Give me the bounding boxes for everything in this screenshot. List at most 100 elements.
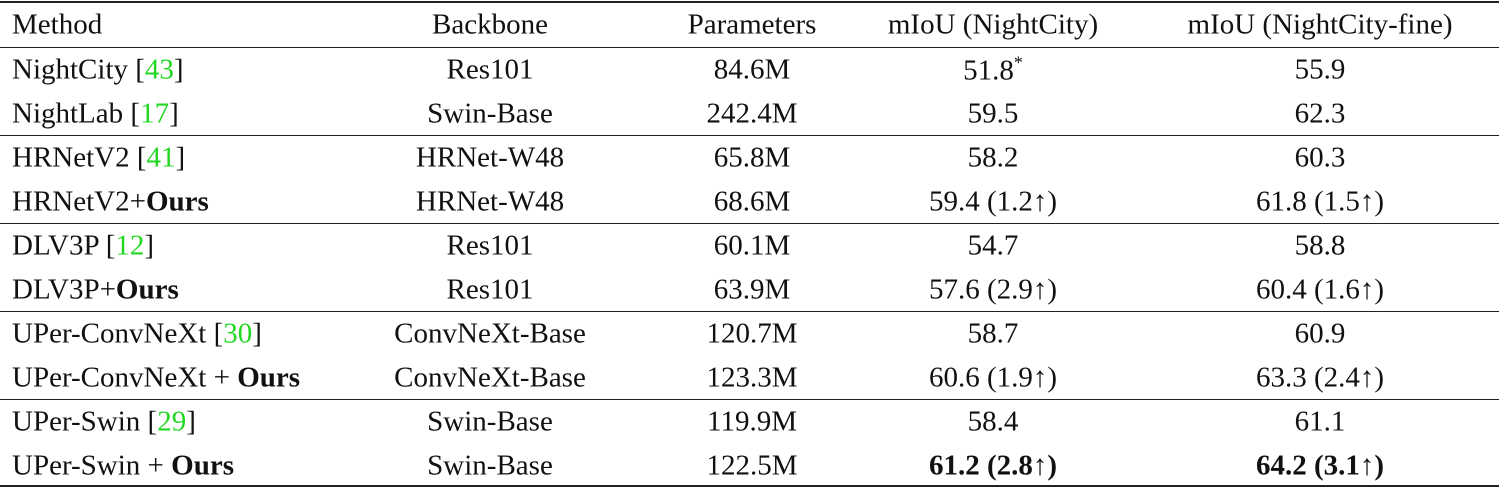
miou-nightcity-fine-cell: 60.3 [1295, 142, 1346, 175]
top-rule [0, 1, 1499, 3]
method-name: DLV3P+ [12, 273, 116, 306]
miou-nightcity-fine-value: 61.8 (1.5↑) [1255, 185, 1385, 218]
header-miou-nightcity-fine: mIoU (NightCity-fine) [1187, 8, 1453, 41]
method-name: NightCity [ [12, 53, 145, 86]
parameters-cell: 68.6M [713, 185, 791, 218]
method-cell: NightLab [17] [12, 98, 179, 131]
ours-label: Ours [171, 449, 235, 482]
miou-nightcity-value: 57.6 (2.9↑) [928, 273, 1058, 306]
method-name: NightLab [ [12, 97, 141, 130]
miou-nightcity-cell: 58.7 [968, 318, 1019, 351]
method-bracket: ] [173, 53, 184, 86]
table-row: UPer-ConvNeXt [30] ConvNeXt-Base 120.7M 58.… [0, 312, 1499, 356]
group-rule [0, 399, 1499, 400]
miou-nightcity-fine-cell: 62.3 [1295, 98, 1346, 131]
backbone-cell: Res101 [446, 53, 534, 86]
ours-label: Ours [145, 185, 209, 218]
group-rule [0, 135, 1499, 136]
method-cell: HRNetV2 [41] [12, 142, 185, 175]
miou-nightcity-cell: 54.7 [968, 230, 1019, 263]
method-name: UPer-ConvNeXt [ [12, 317, 224, 350]
miou-nightcity-cell: 58.2 [968, 142, 1019, 175]
parameters-cell: 60.1M [713, 229, 791, 262]
method-bracket: ] [169, 97, 179, 130]
parameters-cell: 84.6M [713, 53, 791, 86]
miou-nightcity-fine-value: 60.4 (1.6↑) [1255, 273, 1385, 306]
miou-nightcity-fine-value: 63.3 (2.4↑) [1255, 361, 1385, 394]
miou-nightcity-cell: 57.6 (2.9↑) [929, 274, 1057, 307]
table-row: HRNetV2+Ours HRNet-W48 68.6M 59.4 (1.2↑) 61.… [0, 180, 1499, 224]
miou-nightcity-fine-value: 62.3 [1294, 97, 1346, 130]
method-bracket: ] [144, 229, 155, 262]
parameters-cell: 63.9M [713, 273, 791, 306]
miou-nightcity-fine-cell: 60.9 [1295, 318, 1346, 351]
miou-nightcity-value: 59.5 [967, 97, 1019, 130]
miou-nightcity-fine-value: 60.3 [1294, 141, 1346, 174]
table-row: NightLab [17] Swin-Base 242.4M 59.5 62.3 [0, 92, 1499, 136]
miou-nightcity-fine-cell: 60.4 (1.6↑) [1256, 274, 1384, 307]
miou-nightcity-value: 58.4 [967, 405, 1019, 438]
backbone-cell: Swin-Base [427, 97, 553, 130]
header-parameters: Parameters [687, 8, 817, 41]
table-row: DLV3P+Ours Res101 63.9M 57.6 (2.9↑) 60.4 (1.… [0, 268, 1499, 312]
method-bracket: ] [186, 405, 196, 438]
miou-nightcity-cell: 59.4 (1.2↑) [929, 186, 1057, 219]
citation-link[interactable]: 29 [157, 405, 187, 438]
table-row: DLV3P [12] Res101 60.1M 54.7 58.8 [0, 224, 1499, 268]
table-row: NightCity [43] Res101 84.6M 51.8* 55.9 [0, 48, 1499, 92]
miou-nightcity-fine-cell: 63.3 (2.4↑) [1256, 362, 1384, 395]
method-cell: DLV3P+Ours [12, 274, 179, 307]
parameters-cell: 242.4M [706, 97, 798, 130]
bottom-rule [0, 485, 1499, 487]
method-cell: NightCity [43] [12, 54, 184, 87]
miou-nightcity-fine-value: 64.2 (3.1↑) [1255, 449, 1385, 482]
backbone-cell: Res101 [446, 229, 534, 262]
backbone-cell: ConvNeXt-Base [394, 361, 586, 394]
citation-link[interactable]: 43 [144, 53, 174, 86]
miou-nightcity-fine-cell: 64.2 (3.1↑) [1256, 450, 1384, 483]
method-cell: UPer-ConvNeXt [30] [12, 318, 262, 351]
method-name: UPer-Swin + [12, 449, 172, 482]
citation-link[interactable]: 30 [223, 317, 253, 350]
miou-nightcity-fine-cell: 61.8 (1.5↑) [1256, 186, 1384, 219]
header-miou-nightcity: mIoU (NightCity) [887, 8, 1099, 41]
table-row: HRNetV2 [41] HRNet-W48 65.8M 58.2 60.3 [0, 136, 1499, 180]
miou-nightcity-fine-value: 60.9 [1294, 317, 1346, 350]
miou-nightcity-value: 58.7 [967, 317, 1019, 350]
miou-nightcity-value: 60.6 (1.9↑) [928, 361, 1058, 394]
table-row: UPer-Swin [29] Swin-Base 119.9M 58.4 61.1 [0, 400, 1499, 444]
miou-nightcity-value: 61.2 (2.8↑) [928, 449, 1058, 482]
backbone-cell: Res101 [446, 273, 534, 306]
method-name: UPer-Swin [ [12, 405, 158, 438]
method-bracket: ] [175, 141, 186, 174]
table-row: UPer-Swin + Ours Swin-Base 122.5M 61.2 (2.8… [0, 444, 1499, 488]
miou-nightcity-fine-cell: 58.8 [1295, 230, 1346, 263]
method-name: HRNetV2+ [12, 185, 146, 218]
citation-link[interactable]: 17 [140, 97, 170, 130]
parameters-cell: 65.8M [713, 141, 791, 174]
citation-link[interactable]: 12 [115, 229, 145, 262]
method-cell: HRNetV2+Ours [12, 186, 209, 219]
footnote-mark: * [1013, 52, 1023, 73]
miou-nightcity-value: 58.2 [967, 141, 1019, 174]
header-row: Method Backbone Parameters mIoU (NightCi… [0, 3, 1499, 47]
method-cell: DLV3P [12] [12, 230, 154, 263]
parameters-cell: 119.9M [707, 405, 797, 438]
ours-label: Ours [237, 361, 301, 394]
group-rule [0, 311, 1499, 312]
miou-nightcity-value: 54.7 [967, 229, 1019, 262]
miou-nightcity-fine-value: 55.9 [1294, 53, 1346, 86]
miou-nightcity-cell: 60.6 (1.9↑) [929, 362, 1057, 395]
miou-nightcity-fine-value: 58.8 [1294, 229, 1346, 262]
header-method: Method [12, 8, 103, 41]
citation-link[interactable]: 41 [146, 141, 176, 174]
table-row: UPer-ConvNeXt + Ours ConvNeXt-Base 123.3M 6… [0, 356, 1499, 400]
miou-nightcity-cell: 58.4 [968, 406, 1019, 439]
method-name: UPer-ConvNeXt + [12, 361, 238, 394]
backbone-cell: ConvNeXt-Base [394, 317, 586, 350]
method-name: HRNetV2 [ [12, 141, 147, 174]
method-bracket: ] [252, 317, 262, 350]
miou-nightcity-fine-cell: 55.9 [1295, 54, 1346, 87]
parameters-cell: 122.5M [706, 449, 798, 482]
miou-nightcity-fine-value: 61.1 [1294, 405, 1346, 438]
